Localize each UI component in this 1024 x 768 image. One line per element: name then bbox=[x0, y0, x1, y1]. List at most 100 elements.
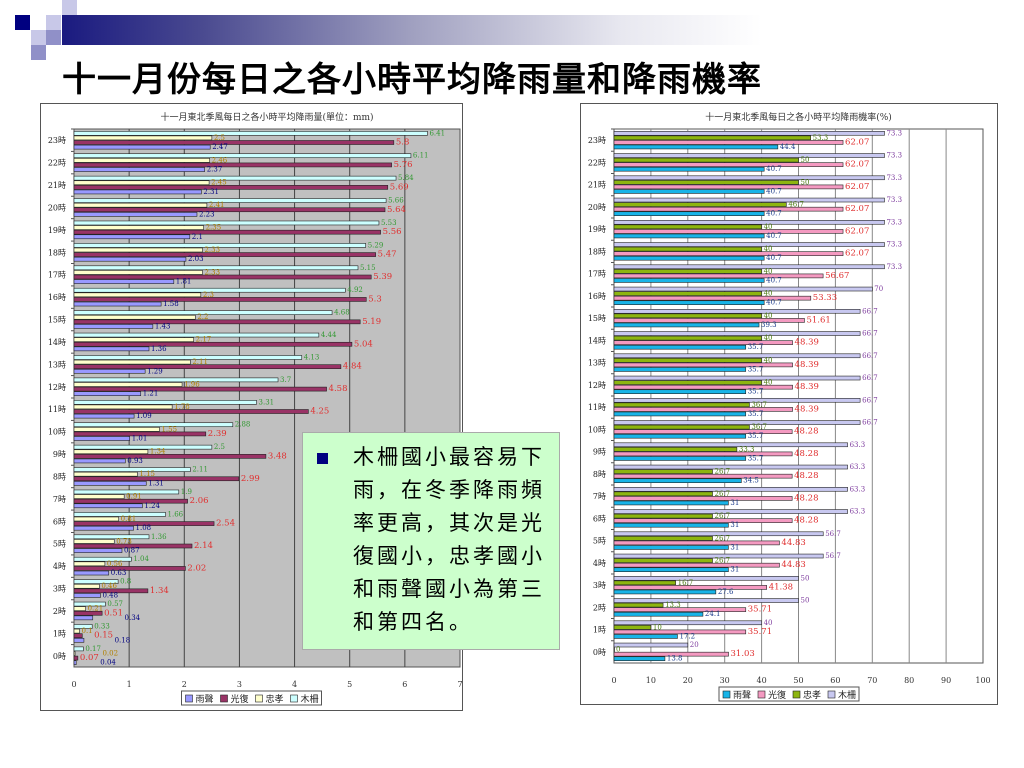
y-tick-label: 12時 bbox=[48, 383, 66, 392]
data-label: 35.7 bbox=[748, 365, 764, 373]
bar-光復 bbox=[613, 295, 812, 301]
data-label: 0.87 bbox=[124, 547, 140, 555]
data-label: 5.3 bbox=[368, 294, 382, 304]
data-label: 0.56 bbox=[107, 560, 123, 568]
data-label: 39.3 bbox=[761, 321, 777, 329]
header-gradient-bar bbox=[62, 15, 762, 45]
data-label: 0.91 bbox=[126, 493, 142, 501]
decor-square bbox=[31, 30, 46, 45]
bar-雨聲 bbox=[73, 436, 130, 441]
bar-忠孝 bbox=[73, 292, 202, 298]
data-label: 0.73 bbox=[116, 537, 132, 545]
y-tick-label: 8時 bbox=[593, 470, 606, 479]
data-label: 1.01 bbox=[132, 435, 148, 443]
data-label: 66.7 bbox=[862, 396, 878, 404]
bar-雨聲 bbox=[613, 567, 729, 572]
legend bbox=[718, 686, 860, 702]
data-label: 66.7 bbox=[862, 419, 878, 427]
x-tick-label: 6 bbox=[402, 680, 407, 689]
data-label: 2.1 bbox=[192, 233, 203, 241]
bar-光復 bbox=[73, 162, 392, 168]
data-label: 2.02 bbox=[187, 563, 206, 573]
y-tick-label: 0時 bbox=[593, 648, 606, 657]
data-label: 2.39 bbox=[208, 429, 227, 439]
y-tick-label: 11時 bbox=[588, 403, 606, 412]
data-label: 3.7 bbox=[280, 376, 291, 384]
y-tick-label: 20時 bbox=[48, 203, 66, 212]
bar-木柵 bbox=[613, 553, 824, 559]
bar-木柵 bbox=[73, 220, 380, 226]
bar-木柵 bbox=[73, 243, 367, 248]
data-label: 2.41 bbox=[209, 201, 225, 209]
x-tick-label: 30 bbox=[720, 676, 730, 685]
bar-光復 bbox=[613, 607, 747, 612]
data-label: 4.92 bbox=[347, 286, 363, 294]
y-tick-label: 14時 bbox=[588, 336, 606, 345]
bar-忠孝 bbox=[613, 469, 713, 474]
data-label: 0.34 bbox=[125, 614, 141, 622]
bar-光復 bbox=[73, 521, 215, 526]
y-tick-label: 2時 bbox=[593, 603, 606, 612]
bar-光復 bbox=[613, 340, 793, 345]
bar-雨聲 bbox=[73, 368, 146, 374]
bar-木柵 bbox=[73, 310, 333, 315]
data-label: 63.3 bbox=[850, 441, 866, 449]
data-label: 5.29 bbox=[368, 241, 384, 249]
data-label: 63.3 bbox=[850, 485, 866, 493]
y-tick-label: 7時 bbox=[53, 495, 66, 504]
data-label: 0.15 bbox=[94, 631, 113, 641]
y-tick-label: 19時 bbox=[48, 226, 66, 235]
data-label: 48.28 bbox=[794, 516, 818, 526]
y-tick-label: 22時 bbox=[588, 158, 606, 167]
bar-光復 bbox=[73, 566, 186, 571]
bar-光復 bbox=[613, 629, 747, 635]
data-label: 62.07 bbox=[845, 204, 869, 214]
bar-木柵 bbox=[73, 287, 346, 293]
legend-swatch-雨聲 bbox=[722, 690, 731, 699]
bar-光復 bbox=[73, 252, 376, 257]
x-tick-label: 4 bbox=[292, 680, 297, 689]
bar-木柵 bbox=[613, 642, 689, 648]
data-label: 2.14 bbox=[194, 541, 213, 551]
bar-雨聲 bbox=[73, 525, 134, 531]
bar-木柵 bbox=[613, 130, 885, 136]
x-tick-label: 2 bbox=[182, 680, 187, 689]
legend-swatch-木柵 bbox=[827, 690, 836, 699]
data-label: 56.7 bbox=[825, 552, 841, 560]
bar-雨聲 bbox=[73, 167, 205, 172]
bar-木柵 bbox=[73, 377, 279, 383]
bar-忠孝 bbox=[73, 539, 115, 544]
bar-木柵 bbox=[73, 198, 387, 203]
data-label: 48.28 bbox=[794, 493, 818, 503]
bar-木柵 bbox=[613, 375, 861, 381]
bar-光復 bbox=[613, 384, 793, 390]
bar-光復 bbox=[613, 162, 844, 167]
bar-雨聲 bbox=[613, 255, 765, 261]
data-label: 62.07 bbox=[845, 160, 869, 170]
bar-木柵 bbox=[613, 175, 885, 181]
x-tick-label: 20 bbox=[683, 676, 693, 685]
data-label: 66.7 bbox=[862, 307, 878, 315]
bar-光復 bbox=[613, 184, 844, 190]
bar-光復 bbox=[73, 431, 207, 437]
bar-雨聲 bbox=[613, 656, 666, 661]
y-tick-label: 21時 bbox=[48, 181, 66, 190]
bar-光復 bbox=[613, 540, 780, 546]
data-label: 0.04 bbox=[100, 659, 116, 667]
data-label: 40.7 bbox=[766, 210, 782, 218]
data-label: 26.7 bbox=[715, 512, 731, 520]
bar-雨聲 bbox=[613, 344, 747, 350]
y-tick-label: 18時 bbox=[48, 248, 66, 257]
data-label: 2.03 bbox=[188, 255, 204, 263]
bar-忠孝 bbox=[613, 224, 762, 230]
bar-忠孝 bbox=[613, 625, 652, 630]
bar-忠孝 bbox=[73, 359, 191, 365]
data-label: 2.35 bbox=[206, 224, 222, 232]
y-tick-label: 9時 bbox=[53, 450, 66, 459]
bar-光復 bbox=[613, 496, 793, 501]
data-label: 73.3 bbox=[886, 152, 902, 160]
legend-label: 忠孝 bbox=[266, 694, 284, 705]
bar-忠孝 bbox=[613, 424, 750, 430]
data-label: 53.33 bbox=[813, 293, 837, 303]
data-label: 50 bbox=[801, 178, 810, 186]
